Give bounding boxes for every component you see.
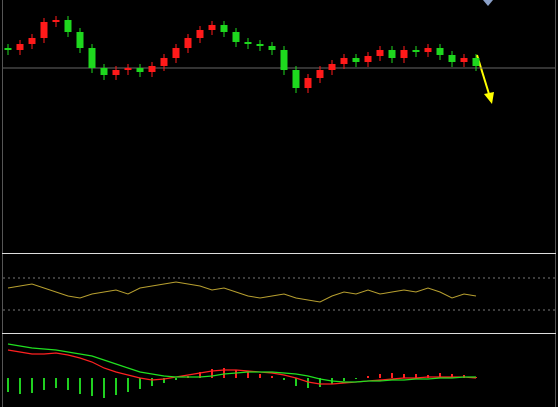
candle-body xyxy=(112,70,120,75)
candle-body xyxy=(184,38,192,48)
candle-body xyxy=(220,25,228,32)
candle-body xyxy=(64,20,72,32)
candle-body xyxy=(448,55,456,62)
macd-line xyxy=(7,349,477,385)
candle-body xyxy=(160,58,168,66)
candle-body xyxy=(316,70,324,78)
candle-body xyxy=(388,50,396,58)
candle-body xyxy=(400,50,408,58)
candle-body xyxy=(232,32,240,42)
candle-body xyxy=(196,30,204,38)
candle-body xyxy=(136,68,144,72)
candle-body xyxy=(364,56,372,62)
candle-body xyxy=(376,50,384,56)
candle-body xyxy=(280,50,288,70)
marker-triangle xyxy=(483,0,493,6)
candle-body xyxy=(304,78,312,88)
candle-body xyxy=(208,25,216,30)
candle-body xyxy=(172,48,180,58)
arrow-head xyxy=(484,92,494,104)
candle-body xyxy=(460,58,468,62)
candle-body xyxy=(52,20,60,22)
candle-body xyxy=(244,42,252,44)
candle-body xyxy=(40,22,48,38)
candle-body xyxy=(424,48,432,52)
candle-body xyxy=(292,70,300,88)
candle-body xyxy=(148,66,156,72)
candle-body xyxy=(328,64,336,70)
macd-line xyxy=(7,343,476,383)
candle-body xyxy=(436,48,444,55)
candle-body xyxy=(412,50,420,52)
candle-body xyxy=(4,48,12,50)
candle-body xyxy=(268,46,276,50)
candle-body xyxy=(16,44,24,50)
candle-body xyxy=(28,38,36,44)
candle-body xyxy=(340,58,348,64)
candle-body xyxy=(88,48,96,68)
candle-body xyxy=(352,58,360,62)
candle-body xyxy=(472,58,480,66)
candle-body xyxy=(100,68,108,75)
indicator-line xyxy=(7,281,477,303)
candle-body xyxy=(256,44,264,46)
candle-body xyxy=(124,68,132,70)
candle-body xyxy=(76,32,84,48)
